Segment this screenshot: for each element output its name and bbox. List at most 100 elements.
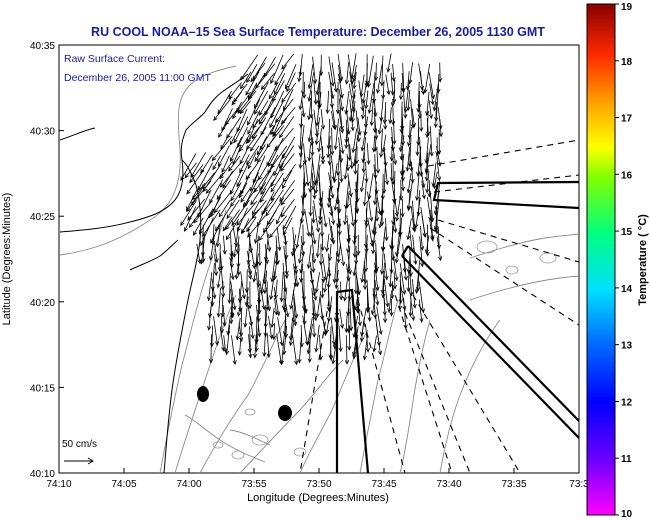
current-vector [269, 215, 288, 238]
y-axis-label: Latitude (Degrees:Minutes) [1, 193, 13, 326]
current-vector-head [230, 190, 234, 195]
current-vector [299, 92, 304, 110]
current-vector [347, 190, 350, 208]
current-vector [236, 163, 249, 187]
current-vector [364, 179, 367, 206]
current-vector-head [236, 182, 241, 188]
current-vector [263, 324, 267, 357]
current-vector [290, 323, 294, 346]
current-vector [186, 169, 205, 195]
current-vector [222, 280, 224, 297]
current-vector [247, 99, 261, 126]
current-vector-head [311, 268, 316, 274]
current-vector-head [397, 305, 403, 311]
current-vector [416, 128, 420, 156]
current-vector [308, 244, 312, 269]
current-vector-head [407, 142, 412, 147]
current-vector [330, 110, 335, 129]
current-vector [362, 100, 365, 119]
current-vector [247, 251, 252, 275]
current-vector-head [326, 203, 332, 209]
current-vector-head [280, 212, 285, 218]
current-vector-head [226, 214, 231, 220]
current-vector [270, 54, 284, 84]
current-vector [239, 333, 242, 356]
current-vector [366, 280, 369, 313]
current-vector-head [245, 175, 250, 180]
current-vector [353, 134, 359, 166]
lane-s-solid [335, 288, 370, 473]
current-vector-head [268, 162, 273, 167]
current-vector [396, 227, 401, 257]
current-vector-head [235, 335, 240, 341]
current-vector-head [320, 160, 326, 165]
current-vector-head [258, 119, 263, 125]
current-vector-head [365, 348, 370, 353]
current-vector-head [212, 165, 217, 171]
current-vector [296, 217, 303, 248]
current-vector [231, 297, 233, 317]
current-vector-head [244, 201, 249, 207]
current-vector-head [350, 118, 356, 123]
current-vector-head [201, 258, 206, 264]
current-vector-head [408, 312, 413, 318]
current-vector-head [293, 269, 299, 275]
current-vector [258, 100, 269, 116]
current-vector [319, 297, 323, 320]
current-vector-head [325, 109, 330, 115]
current-vector-head [252, 123, 257, 129]
current-vector [337, 243, 341, 263]
current-vector [258, 164, 268, 180]
marker-dot-1 [197, 386, 209, 402]
current-vector [435, 208, 438, 232]
current-vector [298, 64, 302, 82]
current-vector-head [259, 186, 264, 192]
current-vector [367, 143, 369, 165]
current-vector-head [406, 235, 411, 241]
current-vector-head [283, 106, 287, 111]
lane-se-upper [401, 245, 409, 257]
current-vector-head [344, 144, 349, 150]
current-vector [328, 180, 332, 202]
current-vector [310, 217, 313, 237]
current-vector [396, 190, 402, 221]
current-vector [327, 135, 331, 158]
current-vector-head [419, 318, 424, 323]
current-vector-head [188, 223, 194, 229]
current-vector-head [247, 274, 253, 280]
current-vector-head [423, 88, 428, 94]
current-vector [435, 89, 439, 122]
current-vector [389, 262, 393, 287]
current-vector-head [180, 176, 185, 181]
current-vector [221, 108, 233, 131]
current-vector-head [218, 212, 223, 218]
current-vector-head [281, 98, 286, 103]
current-vector-head [307, 115, 312, 121]
lane-s-dashed-2 [357, 299, 406, 473]
current-vector [274, 73, 286, 95]
current-vector [391, 180, 396, 204]
lane-se-dashed-2 [404, 312, 471, 473]
current-vector-head [245, 90, 250, 96]
current-vector-head [227, 299, 232, 305]
current-vector-head [419, 127, 424, 133]
current-vector-head [333, 206, 338, 212]
current-vector-head [252, 277, 257, 283]
current-vector-head [364, 219, 369, 225]
current-vector [327, 90, 329, 114]
current-vector-head [193, 231, 198, 236]
current-vector [202, 209, 221, 237]
current-vector [353, 65, 357, 82]
current-vector-head [420, 262, 425, 268]
current-vector-head [330, 150, 335, 156]
current-vector-head [269, 123, 274, 129]
current-vector-head [294, 360, 299, 366]
current-vector [230, 281, 236, 310]
current-vector [361, 317, 365, 342]
current-vector-head [241, 294, 246, 300]
current-vector [292, 334, 297, 365]
current-vector [429, 217, 434, 241]
current-vector [409, 227, 413, 252]
current-vector [312, 56, 316, 84]
current-vector-head [211, 156, 217, 162]
